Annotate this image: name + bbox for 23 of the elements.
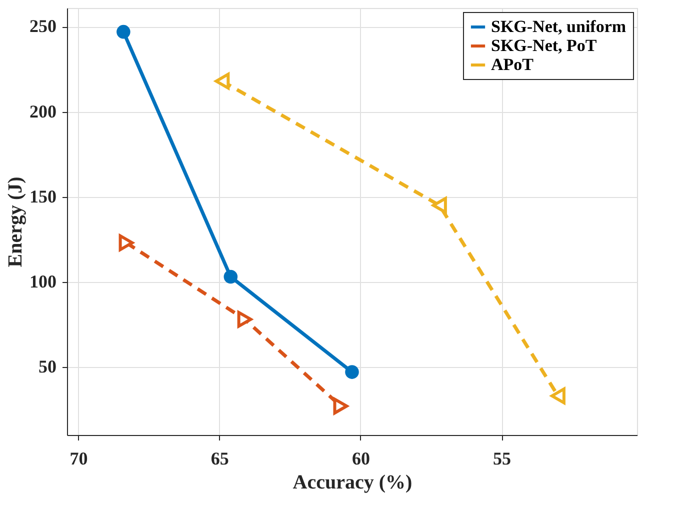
legend-label: APoT [491, 55, 534, 74]
point [550, 387, 566, 404]
y-axis-title: Energy (J) [4, 176, 26, 268]
point [333, 398, 348, 414]
point [214, 72, 230, 90]
x-tick-label: 70 [70, 448, 88, 468]
x-axis-title: Accuracy (%) [292, 472, 412, 494]
x-tick-label: 55 [493, 448, 512, 468]
legend-label: SKG-Net, uniform [491, 17, 626, 36]
y-tick-label: 50 [38, 356, 56, 376]
point [224, 270, 238, 284]
point [345, 365, 359, 379]
y-tick-label: 200 [30, 101, 56, 122]
point [116, 24, 130, 39]
point [118, 234, 134, 252]
x-tick-label: 60 [352, 448, 370, 468]
point [237, 310, 252, 328]
point [432, 196, 447, 214]
x-tick-label: 65 [210, 448, 229, 468]
legend-label: SKG-Net, PoT [491, 36, 598, 55]
y-tick-label: 250 [30, 16, 56, 36]
y-tick-label: 150 [30, 186, 56, 206]
y-tick-label: 100 [30, 271, 56, 292]
